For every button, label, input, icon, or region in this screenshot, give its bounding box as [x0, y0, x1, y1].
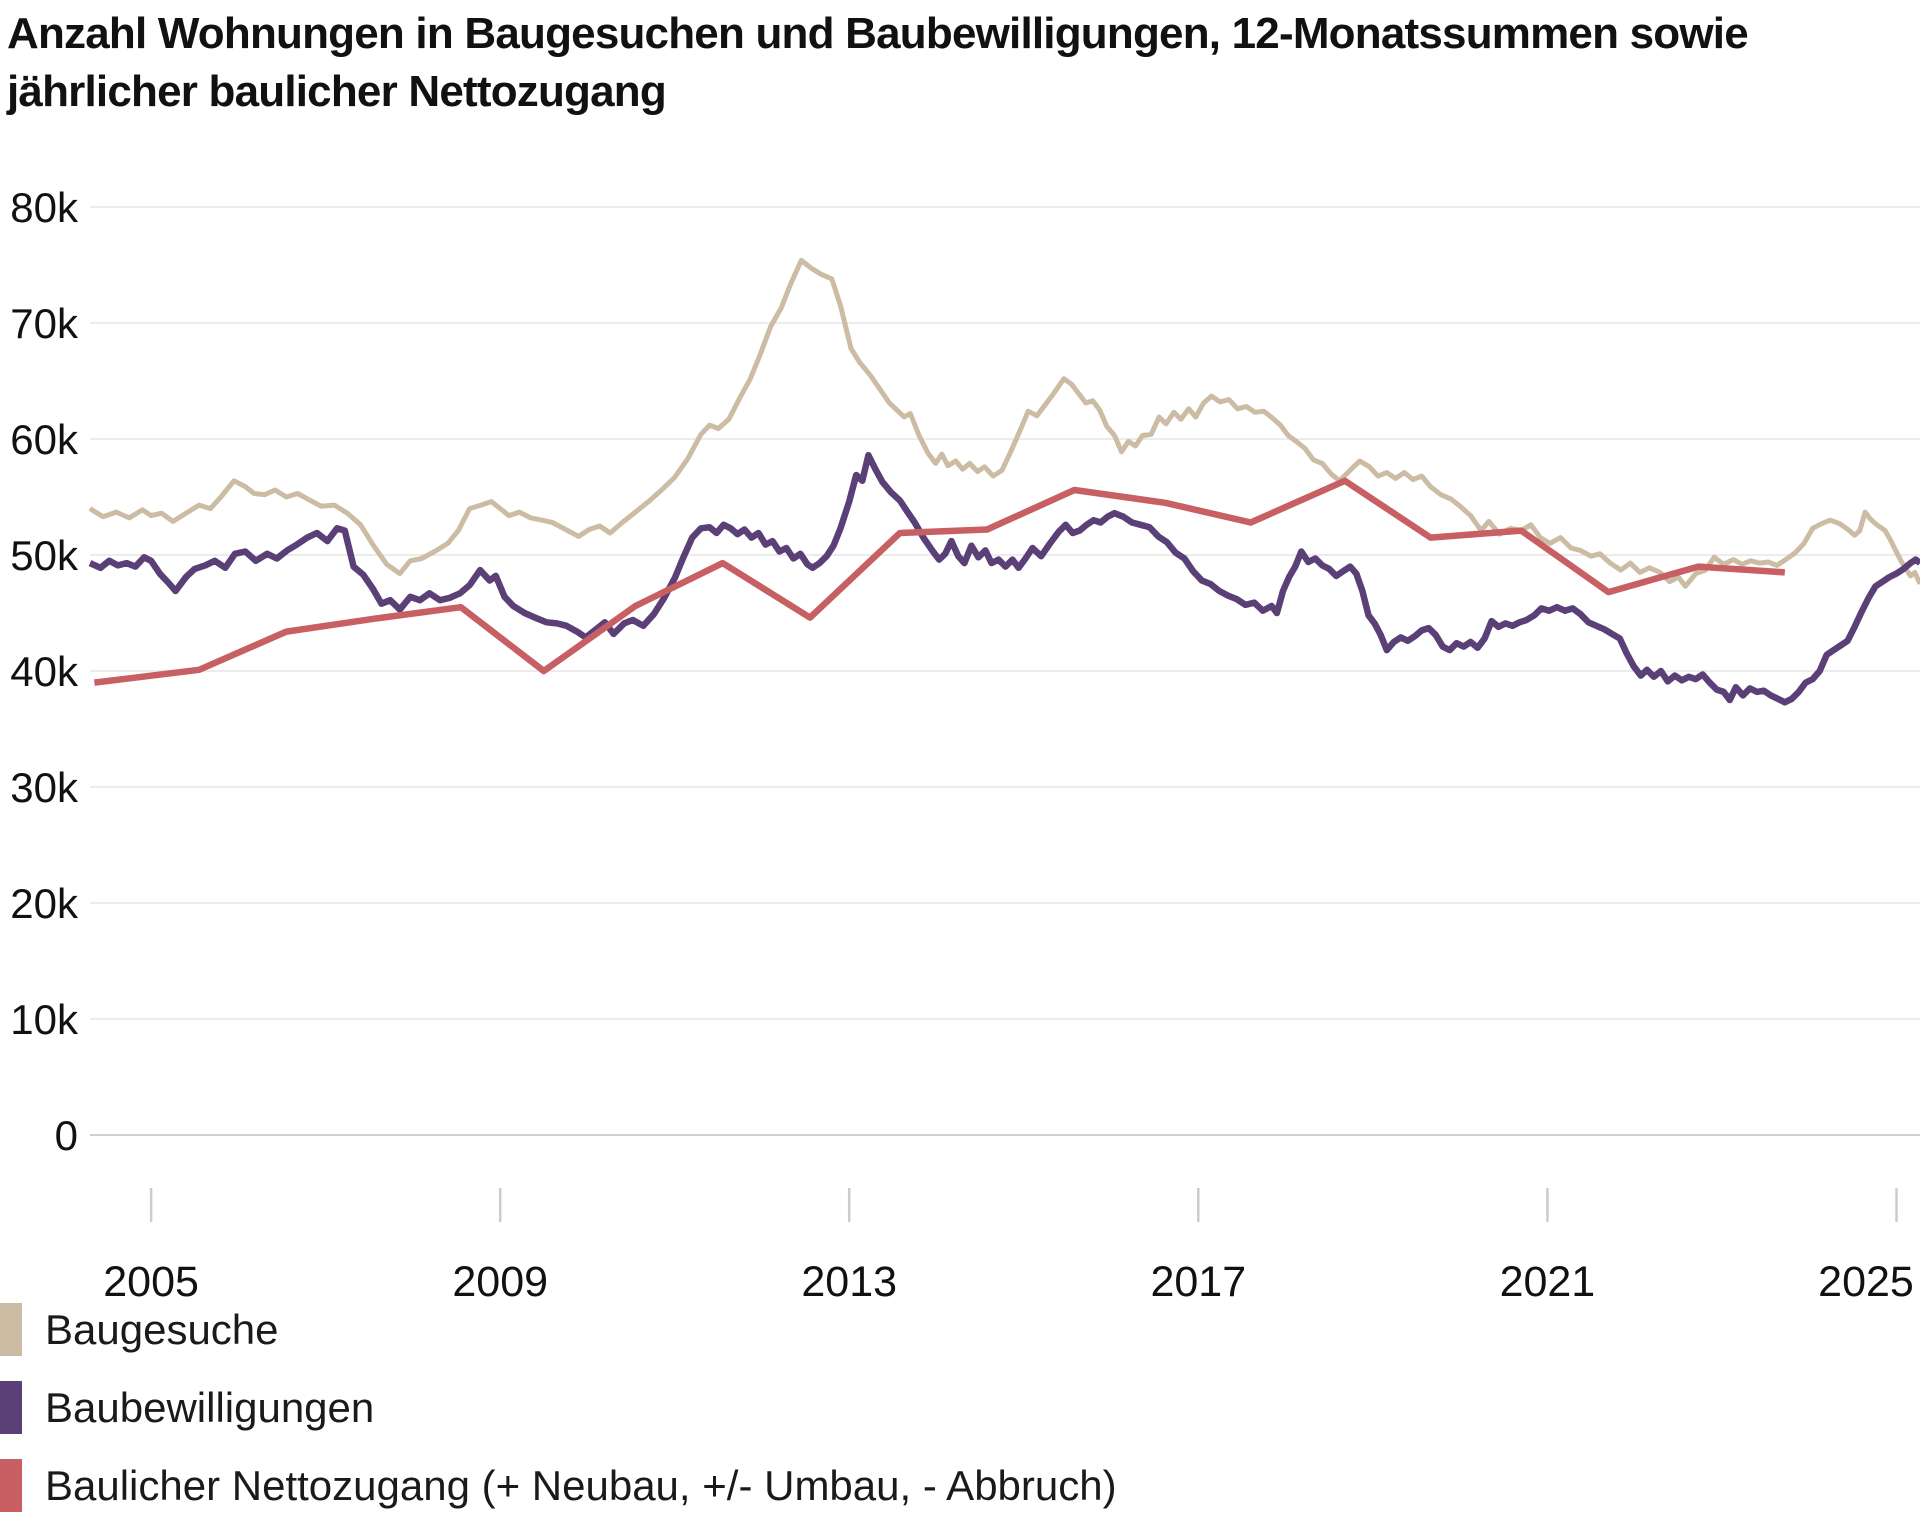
x-axis-label: 2013: [801, 1258, 897, 1300]
y-axis-label: 20k: [10, 880, 79, 927]
legend-label-nettozugang: Baulicher Nettozugang (+ Neubau, +/- Umb…: [45, 1461, 1117, 1509]
series-line-baubewilligungen: [88, 451, 1920, 706]
legend-label-baugesuche: Baugesuche: [45, 1305, 279, 1353]
series-line-nettozugang: [94, 477, 1786, 686]
legend-swatch-nettozugang: [0, 1459, 22, 1512]
y-axis-label: 70k: [10, 300, 79, 347]
chart-title-line1: Anzahl Wohnungen in Baugesuchen und Baub…: [7, 9, 1749, 58]
x-axis-label: 2021: [1500, 1258, 1596, 1300]
legend-swatch-baugesuche: [0, 1303, 22, 1356]
y-axis-label: 80k: [10, 184, 79, 231]
legend-item-nettozugang: Baulicher Nettozugang (+ Neubau, +/- Umb…: [0, 1459, 1117, 1512]
y-axis-label: 30k: [10, 764, 79, 811]
x-axis-label: 2025: [1818, 1258, 1914, 1300]
y-axis-label: 40k: [10, 648, 79, 695]
chart-legend: Baugesuche Baubewilligungen Baulicher Ne…: [0, 1303, 1117, 1537]
y-axis-label: 50k: [10, 532, 79, 579]
legend-swatch-baubewilligungen: [0, 1381, 22, 1434]
y-axis-label: 60k: [10, 416, 79, 463]
line-chart: 80k 70k 60k 50k 40k 30k 20k 10k 0 2005 2009 2013 201…: [10, 184, 1920, 1300]
x-axis-label: 2009: [452, 1258, 548, 1300]
chart-title-line2: jährlicher baulicher Nettozugang: [7, 67, 667, 116]
legend-item-baubewilligungen: Baubewilligungen: [0, 1381, 1117, 1434]
legend-item-baugesuche: Baugesuche: [0, 1303, 1117, 1356]
x-axis-label: 2017: [1150, 1258, 1246, 1300]
chart-title: Anzahl Wohnungen in Baugesuchen und Baub…: [7, 5, 1749, 121]
y-axis-label: 10k: [10, 996, 79, 1043]
x-axis-label: 2005: [103, 1258, 199, 1300]
series-line-baugesuche: [88, 257, 1920, 589]
y-axis-label: 0: [55, 1112, 78, 1159]
legend-label-baubewilligungen: Baubewilligungen: [45, 1383, 375, 1431]
